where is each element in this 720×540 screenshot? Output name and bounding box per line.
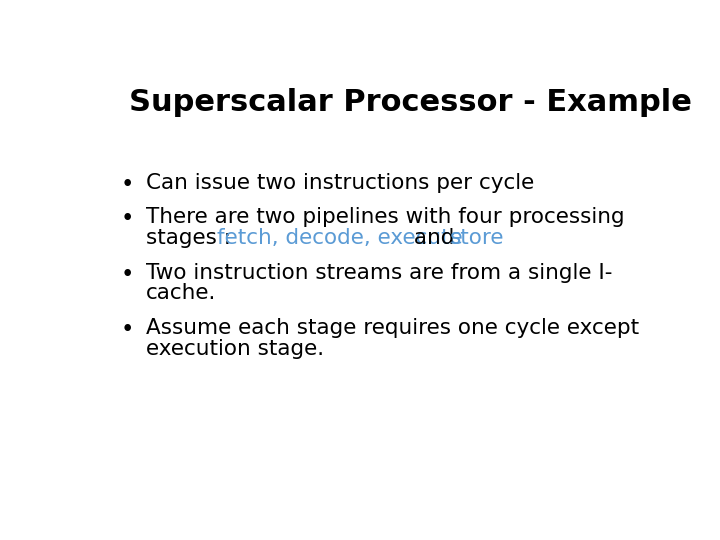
Text: •: • [120, 318, 134, 341]
Text: and: and [408, 228, 462, 248]
Text: Assume each stage requires one cycle except: Assume each stage requires one cycle exc… [145, 318, 639, 338]
Text: cache.: cache. [145, 284, 216, 303]
Text: execution stage.: execution stage. [145, 339, 324, 359]
Text: store: store [449, 228, 504, 248]
Text: fetch, decode, execute: fetch, decode, execute [217, 228, 463, 248]
Text: •: • [120, 173, 134, 195]
Text: Can issue two instructions per cycle: Can issue two instructions per cycle [145, 173, 534, 193]
Text: Two instruction streams are from a single I-: Two instruction streams are from a singl… [145, 262, 612, 283]
Text: Superscalar Processor - Example: Superscalar Processor - Example [129, 88, 692, 117]
Text: There are two pipelines with four processing: There are two pipelines with four proces… [145, 207, 624, 227]
Text: stages :: stages : [145, 228, 238, 248]
Text: •: • [120, 262, 134, 286]
Text: •: • [120, 207, 134, 230]
